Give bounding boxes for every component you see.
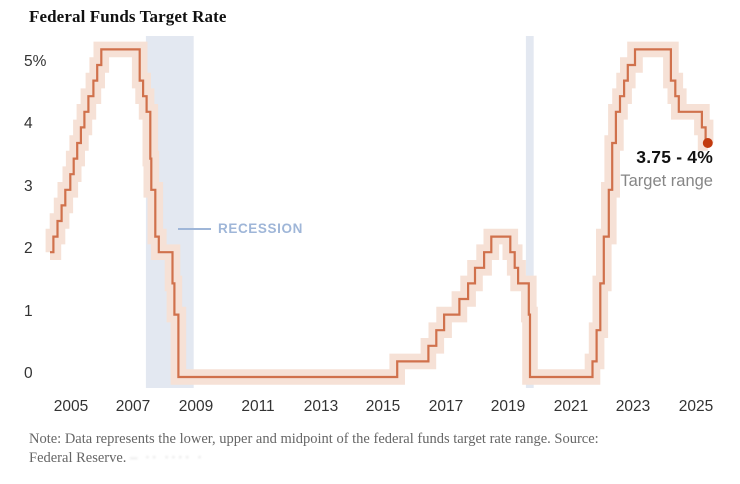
x-tick-label: 2005 [53, 398, 89, 415]
y-tick-label: 4 [24, 115, 33, 132]
latest-value-dot [702, 138, 713, 148]
footnote-line1: Note: Data represents the lower, upper a… [29, 431, 599, 447]
y-tick-label: 2 [24, 240, 33, 257]
x-tick-label: 2007 [115, 398, 151, 415]
y-tick-label: 1 [24, 303, 33, 320]
target-rate-line [50, 48, 708, 379]
faded-credit-smudge: – ·· ···· · [130, 449, 204, 466]
recession-callout: RECESSION [178, 221, 303, 236]
x-tick-label: 2021 [553, 398, 589, 415]
x-tick-label: 2019 [490, 398, 526, 415]
x-tick-label: 2015 [365, 398, 401, 415]
target-range-value: 3.75 - 4% [636, 147, 713, 167]
recession-label: RECESSION [218, 221, 303, 236]
x-tick-label: 2009 [178, 398, 214, 415]
y-tick-label: 0 [24, 365, 33, 382]
y-tick-label: 5% [24, 53, 47, 70]
recession-dash-icon [178, 227, 211, 230]
target-range-label: Target range [620, 172, 713, 190]
x-tick-label: 2023 [615, 398, 651, 415]
recession-band [525, 36, 534, 388]
x-tick-label: 2025 [678, 398, 714, 415]
y-tick-label: 3 [24, 178, 33, 195]
x-tick-label: 2013 [303, 398, 339, 415]
latest-value-annotation: 3.75 - 4% Target range [520, 147, 713, 191]
x-tick-label: 2017 [428, 398, 464, 415]
footnote: Note: Data represents the lower, upper a… [29, 430, 629, 467]
chart-title: Federal Funds Target Rate [29, 7, 227, 26]
x-tick-label: 2011 [241, 398, 275, 415]
footnote-line2: Federal Reserve. [29, 449, 127, 466]
